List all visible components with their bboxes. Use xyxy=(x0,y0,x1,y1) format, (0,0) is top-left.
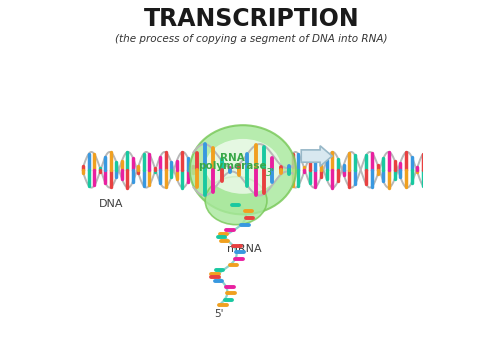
Text: RNA: RNA xyxy=(220,153,245,163)
Text: (the process of copying a segment of DNA into RNA): (the process of copying a segment of DNA… xyxy=(115,34,388,45)
Text: 5': 5' xyxy=(214,309,224,319)
Polygon shape xyxy=(301,146,332,166)
Ellipse shape xyxy=(205,177,267,225)
Ellipse shape xyxy=(205,139,281,194)
Text: mRNA: mRNA xyxy=(227,244,262,254)
Text: DNA: DNA xyxy=(99,199,123,209)
Text: 3': 3' xyxy=(266,167,275,178)
Text: TRANSCRIPTION: TRANSCRIPTION xyxy=(144,7,359,31)
Ellipse shape xyxy=(190,125,296,214)
Text: polymerase: polymerase xyxy=(198,161,267,172)
